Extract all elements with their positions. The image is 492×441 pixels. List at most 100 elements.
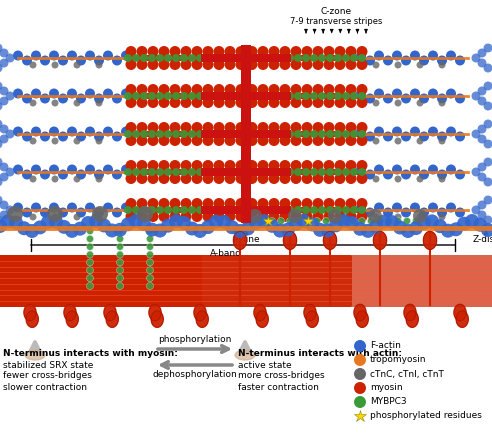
Circle shape bbox=[321, 224, 335, 237]
Text: active state: active state bbox=[238, 360, 292, 370]
Circle shape bbox=[428, 51, 438, 60]
Bar bbox=[201, 54, 291, 62]
Circle shape bbox=[335, 211, 345, 222]
Circle shape bbox=[428, 127, 438, 137]
Circle shape bbox=[401, 224, 415, 238]
Circle shape bbox=[310, 130, 318, 138]
Circle shape bbox=[262, 168, 270, 176]
Circle shape bbox=[334, 54, 342, 62]
Circle shape bbox=[302, 198, 312, 209]
Circle shape bbox=[203, 135, 214, 146]
Circle shape bbox=[357, 122, 368, 133]
Circle shape bbox=[73, 100, 81, 106]
Circle shape bbox=[76, 169, 86, 179]
Circle shape bbox=[103, 164, 113, 175]
Circle shape bbox=[212, 206, 220, 214]
Circle shape bbox=[158, 46, 170, 57]
Circle shape bbox=[214, 59, 224, 70]
Circle shape bbox=[188, 168, 196, 176]
Circle shape bbox=[322, 217, 330, 224]
Circle shape bbox=[446, 51, 456, 60]
Circle shape bbox=[181, 198, 191, 209]
Circle shape bbox=[170, 97, 181, 108]
Bar bbox=[241, 45, 251, 223]
Circle shape bbox=[318, 92, 326, 100]
Circle shape bbox=[335, 122, 345, 133]
Circle shape bbox=[196, 54, 204, 62]
Circle shape bbox=[180, 168, 188, 176]
Circle shape bbox=[73, 222, 87, 235]
Circle shape bbox=[294, 206, 302, 214]
Circle shape bbox=[148, 168, 156, 176]
Text: myosin: myosin bbox=[370, 384, 402, 392]
Circle shape bbox=[87, 243, 93, 250]
Circle shape bbox=[147, 275, 154, 282]
Circle shape bbox=[401, 131, 411, 142]
Circle shape bbox=[129, 214, 143, 228]
Circle shape bbox=[132, 168, 140, 176]
Circle shape bbox=[92, 206, 108, 222]
Circle shape bbox=[471, 130, 481, 138]
Circle shape bbox=[76, 56, 86, 66]
Circle shape bbox=[437, 208, 447, 217]
Circle shape bbox=[383, 208, 393, 217]
Circle shape bbox=[365, 93, 375, 104]
Circle shape bbox=[0, 177, 2, 187]
Circle shape bbox=[357, 211, 368, 222]
Circle shape bbox=[290, 122, 302, 133]
Circle shape bbox=[328, 209, 342, 223]
Polygon shape bbox=[306, 311, 318, 327]
Circle shape bbox=[95, 61, 102, 68]
Circle shape bbox=[478, 97, 487, 105]
Circle shape bbox=[5, 206, 14, 214]
Circle shape bbox=[471, 168, 481, 176]
Circle shape bbox=[136, 160, 148, 171]
Circle shape bbox=[132, 130, 140, 138]
Circle shape bbox=[95, 176, 102, 183]
Text: phosphorylation: phosphorylation bbox=[158, 335, 232, 344]
Circle shape bbox=[269, 211, 279, 222]
Circle shape bbox=[270, 92, 278, 100]
Circle shape bbox=[58, 93, 68, 104]
Ellipse shape bbox=[25, 350, 45, 360]
Circle shape bbox=[302, 130, 310, 138]
Circle shape bbox=[181, 211, 191, 222]
Circle shape bbox=[147, 267, 154, 274]
Circle shape bbox=[383, 131, 393, 142]
Circle shape bbox=[158, 211, 170, 222]
Circle shape bbox=[121, 127, 131, 137]
Circle shape bbox=[438, 176, 445, 183]
Circle shape bbox=[203, 46, 214, 57]
Circle shape bbox=[224, 97, 236, 108]
Circle shape bbox=[342, 130, 350, 138]
Circle shape bbox=[478, 86, 487, 96]
Circle shape bbox=[112, 93, 122, 104]
Circle shape bbox=[428, 89, 438, 98]
Circle shape bbox=[326, 130, 334, 138]
Circle shape bbox=[158, 59, 170, 70]
FancyBboxPatch shape bbox=[0, 255, 492, 307]
Circle shape bbox=[0, 139, 2, 149]
Circle shape bbox=[52, 176, 59, 183]
Circle shape bbox=[410, 202, 420, 213]
Circle shape bbox=[286, 130, 294, 138]
Circle shape bbox=[188, 54, 196, 62]
Circle shape bbox=[5, 130, 14, 138]
Circle shape bbox=[478, 135, 487, 143]
Circle shape bbox=[337, 214, 351, 228]
Circle shape bbox=[147, 228, 154, 235]
Circle shape bbox=[40, 93, 50, 104]
Circle shape bbox=[181, 160, 191, 171]
Circle shape bbox=[94, 208, 104, 217]
Circle shape bbox=[357, 46, 368, 57]
Circle shape bbox=[294, 168, 302, 176]
Circle shape bbox=[395, 61, 401, 68]
Circle shape bbox=[410, 89, 420, 98]
Circle shape bbox=[203, 173, 214, 184]
Circle shape bbox=[212, 130, 220, 138]
Circle shape bbox=[269, 173, 279, 184]
Circle shape bbox=[270, 206, 278, 214]
Text: slower contraction: slower contraction bbox=[3, 382, 87, 392]
Circle shape bbox=[30, 213, 36, 220]
Circle shape bbox=[203, 97, 214, 108]
